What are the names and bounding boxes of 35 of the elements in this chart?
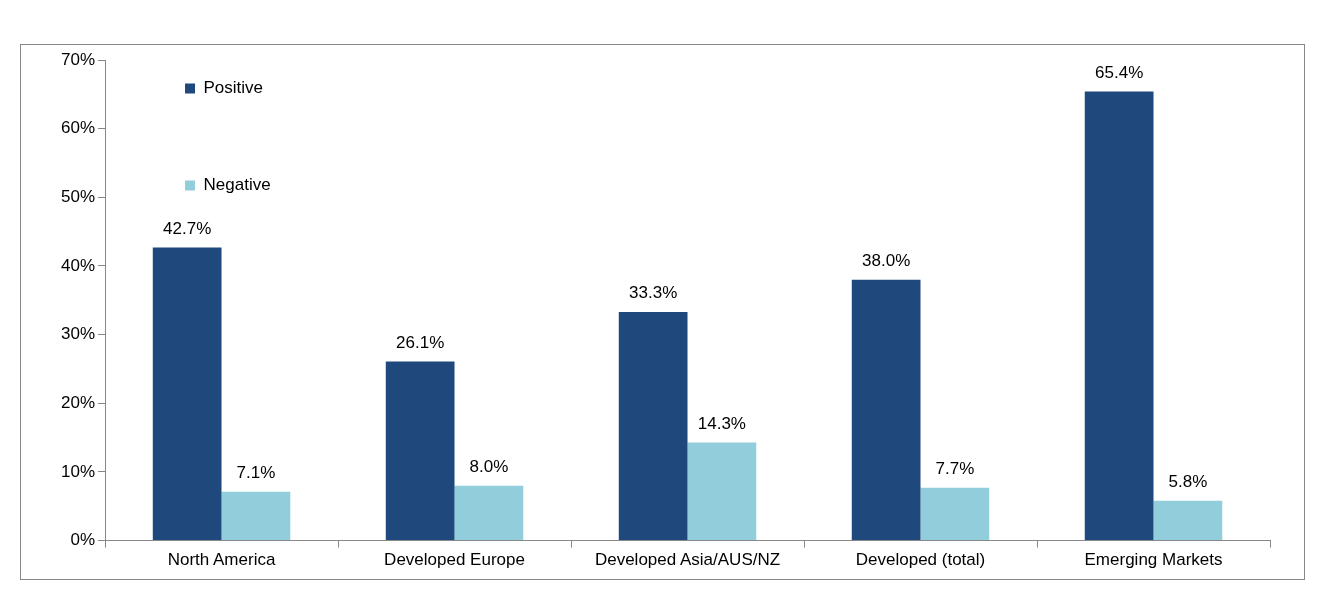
data-label: 14.3%	[697, 413, 746, 433]
bar	[385, 361, 455, 541]
bar	[687, 442, 757, 541]
data-label: 42.7%	[163, 218, 212, 238]
bar	[1084, 91, 1154, 541]
y-tick-label: 60%	[60, 118, 96, 138]
bar	[920, 487, 990, 541]
data-label: 33.3%	[629, 283, 678, 303]
x-tick-label: Emerging Markets	[1084, 550, 1223, 570]
legend-label: Negative	[203, 175, 271, 195]
y-tick-label: 70%	[60, 49, 96, 69]
data-label: 7.1%	[236, 463, 276, 483]
data-label: 5.8%	[1168, 471, 1208, 491]
data-label: 8.0%	[469, 456, 509, 476]
y-tick-label: 20%	[60, 392, 96, 412]
data-label: 38.0%	[862, 250, 911, 270]
x-tick-label: North America	[167, 550, 276, 570]
bar	[618, 311, 688, 541]
data-label: 65.4%	[1095, 62, 1144, 82]
y-tick-label: 0%	[70, 530, 96, 550]
bar	[851, 279, 921, 541]
x-tick-label: Developed Asia/AUS/NZ	[594, 550, 781, 570]
y-tick-label: 30%	[60, 324, 96, 344]
x-tick-label: Developed (total)	[855, 550, 986, 570]
bar	[1153, 500, 1223, 541]
x-tick-label: Developed Europe	[384, 550, 525, 570]
y-tick-label: 40%	[60, 255, 96, 275]
bar	[152, 247, 222, 541]
bar	[454, 485, 524, 541]
data-label: 7.7%	[935, 458, 975, 478]
y-tick-label: 50%	[60, 187, 96, 206]
bar	[221, 491, 291, 541]
legend-label: Positive	[203, 78, 264, 98]
data-label: 26.1%	[396, 332, 445, 352]
y-tick-label: 10%	[60, 461, 96, 481]
